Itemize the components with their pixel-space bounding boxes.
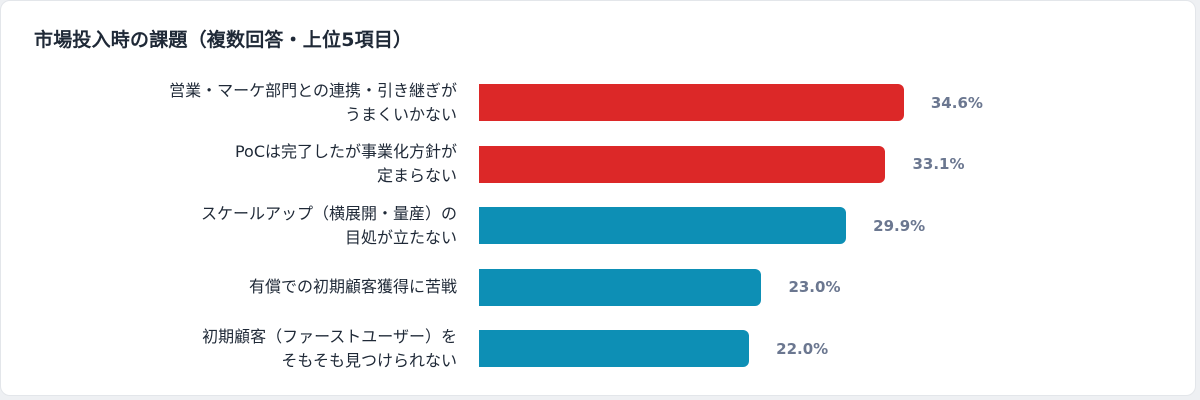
value-label: 23.0% — [788, 278, 841, 296]
value-label: 22.0% — [776, 339, 829, 358]
bar — [479, 268, 762, 306]
category-label: 有償での初期顧客獲得に苦戦 — [17, 275, 457, 299]
category-label-line: スケールアップ（横展開・量産）の — [200, 203, 457, 223]
bar — [479, 207, 847, 244]
category-label-line: 初期顧客（ファーストユーザー）を — [202, 326, 457, 346]
category-label: PoCは完了したが事業化方針が定まらない — [17, 140, 457, 188]
category-label-line: そもそも見つけられない — [281, 350, 457, 370]
value-label: 34.6% — [930, 93, 983, 112]
category-label: 初期顧客（ファーストユーザー）をそもそも見つけられない — [17, 325, 457, 373]
chart-title: 市場投入時の課題（複数回答・上位5項目） — [34, 29, 413, 51]
category-label: スケールアップ（横展開・量産）の目処が立たない — [17, 202, 457, 250]
bar — [479, 145, 886, 183]
category-label-line: 目処が立たない — [344, 227, 457, 247]
category-label-line: 定まらない — [376, 166, 457, 185]
value-label: 33.1% — [912, 155, 965, 173]
bar — [479, 84, 904, 121]
bar — [479, 330, 750, 367]
category-label-line: 営業・マーケ部門との連携・引き継ぎが — [169, 80, 457, 100]
category-label: 営業・マーケ部門との連携・引き継ぎがうまくいかない — [17, 79, 457, 127]
value-label: 29.9% — [873, 216, 926, 235]
category-label-line: PoCは完了したが事業化方針が — [234, 142, 457, 161]
category-label-line: 有償での初期顧客獲得に苦戦 — [248, 277, 457, 296]
category-label-line: うまくいかない — [344, 104, 457, 124]
